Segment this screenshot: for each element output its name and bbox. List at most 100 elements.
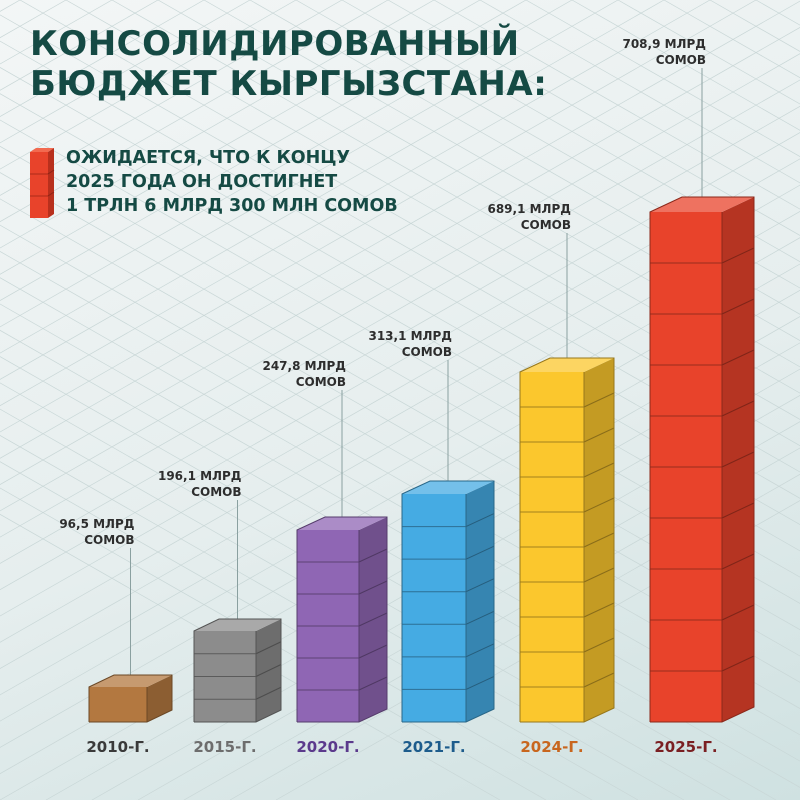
cube-seam [358, 612, 388, 627]
category-label: 2020-Г. [296, 738, 359, 756]
page-title: КОНСОЛИДИРОВАННЫЙ БЮДЖЕТ КЫРГЫЗСТАНА: [30, 24, 547, 104]
bar-top-face [194, 619, 281, 631]
bar-2024-Г.: 689,1 МЛРД СОМОВ 2024-Г. [487, 202, 615, 756]
title-line-2: БЮДЖЕТ КЫРГЫЗСТАНА: [30, 64, 548, 104]
note-line-2: 2025 ГОДА ОН ДОСТИГНЕТ [66, 172, 338, 192]
cube-seam [255, 641, 282, 655]
category-label: 2021-Г. [402, 738, 465, 756]
bar-front-face [89, 687, 147, 722]
grid-line [0, 0, 435, 249]
cube-seam [358, 676, 388, 691]
cube-seam [583, 427, 615, 443]
data-label-unit: СОМОВ [84, 533, 134, 547]
cube-seam [583, 602, 615, 618]
cube-seam [721, 502, 755, 519]
cube-seam [255, 686, 282, 700]
cube-seam [583, 567, 615, 583]
grid-line [0, 0, 527, 301]
category-label: 2024-Г. [520, 738, 583, 756]
bar-front-face [402, 494, 466, 722]
grid-line [341, 0, 800, 263]
bar-top-face [402, 481, 494, 494]
stacked-cubes-icon [30, 148, 55, 218]
bar-2025-Г.: 708,9 МЛРД СОМОВ 2025-Г. [622, 37, 755, 756]
cube-seam [721, 553, 755, 570]
cube-seam [465, 643, 495, 658]
bar-side-face [466, 481, 494, 722]
cube-seam [358, 548, 388, 563]
note-line-1: ОЖИДАЕТСЯ, ЧТО К КОНЦУ [66, 148, 351, 168]
category-label: 2015-Г. [193, 738, 256, 756]
cube-seam [465, 513, 495, 528]
bar-top-face [650, 197, 754, 212]
grid-line [0, 0, 619, 354]
grid-line [157, 0, 800, 368]
cube-seam [721, 349, 755, 366]
grid-line [0, 0, 573, 328]
cube-seam [721, 655, 755, 672]
cube-seam [721, 400, 755, 417]
bar-2020-Г.: 247,8 МЛРД СОМОВ 2020-Г. [262, 359, 388, 756]
data-label-value: 689,1 МЛРД [487, 202, 571, 216]
data-label-unit: СОМОВ [296, 375, 346, 389]
bar-top-face [297, 517, 387, 530]
grid-line [0, 0, 297, 170]
grid-line [433, 0, 800, 210]
cube-seam [358, 644, 388, 659]
grid-line [295, 0, 800, 289]
category-label: 2010-Г. [86, 738, 149, 756]
data-label-unit: СОМОВ [521, 218, 571, 232]
bar-2015-Г.: 196,1 МЛРД СОМОВ 2015-Г. [158, 469, 282, 756]
grid-line [111, 0, 800, 394]
forecast-note: ОЖИДАЕТСЯ, ЧТО К КОНЦУ 2025 ГОДА ОН ДОСТ… [66, 146, 398, 218]
data-label-unit: СОМОВ [191, 485, 241, 499]
data-label-unit: СОМОВ [656, 53, 706, 67]
grid-line [203, 0, 800, 341]
grid-line [387, 0, 800, 236]
cube-seam [583, 637, 615, 653]
bar-2010-Г.: 96,5 МЛРД СОМОВ 2010-Г. [59, 517, 173, 756]
cube-seam [721, 451, 755, 468]
grid-line [249, 0, 800, 315]
grid-line [65, 0, 800, 420]
cube-seam [465, 610, 495, 625]
note-line-3: 1 ТРЛН 6 МЛРД 300 МЛН СОМОВ [66, 196, 398, 216]
data-label-unit: СОМОВ [402, 345, 452, 359]
cube-seam [721, 298, 755, 315]
cube-seam [583, 532, 615, 548]
cube-seam [721, 604, 755, 621]
bar-side-face [147, 675, 172, 722]
grid-line [0, 0, 665, 380]
cube-seam [465, 675, 495, 690]
data-label-value: 196,1 МЛРД [158, 469, 242, 483]
data-label-value: 247,8 МЛРД [262, 359, 346, 373]
cube-seam [583, 497, 615, 513]
cube-seam [583, 672, 615, 688]
bar-top-face [89, 675, 172, 687]
data-label-value: 708,9 МЛРД [622, 37, 706, 51]
bar-2021-Г.: 313,1 МЛРД СОМОВ 2021-Г. [368, 329, 495, 756]
grid-line [479, 0, 800, 184]
grid-line [0, 0, 757, 433]
cube-seam [465, 578, 495, 593]
category-label: 2025-Г. [654, 738, 717, 756]
cube-seam [721, 247, 755, 264]
title-line-1: КОНСОЛИДИРОВАННЫЙ [30, 24, 520, 64]
cube-seam [583, 392, 615, 408]
grid-line [0, 382, 731, 800]
